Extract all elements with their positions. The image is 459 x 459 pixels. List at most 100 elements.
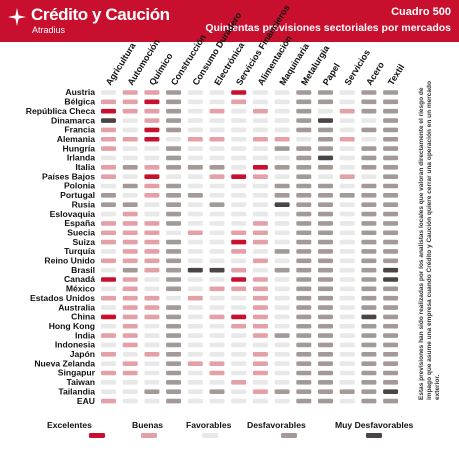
heatmap-cell bbox=[383, 155, 399, 161]
heatmap-cell bbox=[361, 165, 377, 170]
heatmap-cell bbox=[144, 136, 160, 142]
legend-swatch bbox=[89, 433, 105, 438]
heatmap-cell bbox=[296, 267, 312, 273]
heatmap-cell bbox=[122, 267, 138, 273]
heatmap-cell bbox=[187, 174, 203, 179]
heatmap-cell bbox=[122, 305, 138, 310]
heatmap-cell bbox=[339, 211, 355, 217]
heatmap-cell bbox=[318, 118, 333, 123]
heatmap-cell bbox=[187, 389, 203, 394]
heatmap-cell bbox=[274, 127, 290, 133]
row-label: Bélgica bbox=[64, 97, 95, 107]
row-label: Nueva Zelanda bbox=[34, 358, 95, 368]
heatmap-cell bbox=[339, 127, 355, 133]
heatmap-cell bbox=[187, 277, 203, 282]
heatmap-cell bbox=[361, 352, 377, 357]
heatmap-cell bbox=[383, 314, 399, 320]
heatmap-cell bbox=[122, 230, 138, 236]
heatmap-cell bbox=[383, 99, 399, 105]
heatmap-cell bbox=[209, 230, 225, 236]
heatmap-cell bbox=[252, 249, 268, 254]
heatmap-cell bbox=[231, 155, 247, 161]
heatmap-cell bbox=[252, 202, 268, 207]
row-label: Polonia bbox=[64, 181, 95, 191]
heatmap-cell bbox=[252, 146, 268, 151]
heatmap-cell bbox=[209, 323, 225, 329]
heatmap-cell bbox=[274, 277, 290, 282]
heatmap-cell bbox=[318, 183, 333, 189]
heatmap-cell bbox=[187, 398, 203, 404]
heatmap-cell bbox=[252, 239, 268, 245]
heatmap-cell bbox=[296, 118, 312, 123]
heatmap-cell bbox=[318, 286, 333, 292]
heatmap-cell bbox=[383, 90, 399, 95]
heatmap-cell bbox=[296, 333, 312, 338]
heatmap-cell bbox=[296, 380, 312, 385]
heatmap-cell bbox=[318, 267, 333, 273]
heatmap-cell bbox=[231, 99, 247, 105]
heatmap-cell bbox=[187, 202, 203, 207]
heatmap-cell bbox=[383, 249, 399, 254]
heatmap-cell bbox=[187, 230, 203, 236]
heatmap-cell bbox=[209, 380, 225, 385]
heatmap-cell bbox=[252, 127, 268, 133]
heatmap-cell bbox=[187, 323, 203, 329]
heatmap-cell bbox=[274, 221, 290, 226]
heatmap-cell bbox=[101, 174, 116, 179]
heatmap-cell bbox=[383, 230, 399, 236]
heatmap-cell bbox=[296, 398, 312, 404]
heatmap-cell bbox=[252, 258, 268, 264]
heatmap-cell bbox=[318, 249, 333, 254]
heatmap-cell bbox=[318, 155, 333, 161]
heatmap-cell bbox=[122, 389, 138, 394]
heatmap-cell bbox=[231, 380, 247, 385]
heatmap-cell bbox=[187, 361, 203, 366]
heatmap-cell bbox=[231, 314, 247, 320]
legend-swatch bbox=[141, 433, 157, 438]
heatmap-cell bbox=[339, 165, 355, 170]
heatmap-cell bbox=[209, 389, 225, 394]
heatmap-cell bbox=[339, 230, 355, 236]
heatmap-cell bbox=[144, 155, 160, 161]
heatmap-cell bbox=[274, 118, 290, 123]
heatmap-cell bbox=[296, 165, 312, 170]
heatmap-cell bbox=[252, 90, 268, 95]
heatmap-cell bbox=[166, 389, 182, 394]
heatmap-cell bbox=[339, 305, 355, 310]
heatmap-cell bbox=[144, 108, 160, 114]
heatmap-cell bbox=[383, 221, 399, 226]
heatmap-cell bbox=[318, 305, 333, 310]
heatmap-cell bbox=[383, 305, 399, 310]
heatmap-cell bbox=[296, 352, 312, 357]
heatmap-cell bbox=[296, 136, 312, 142]
heatmap-cell bbox=[274, 99, 290, 105]
heatmap-cell bbox=[252, 361, 268, 366]
heatmap-cell bbox=[209, 305, 225, 310]
heatmap-cell bbox=[361, 211, 377, 217]
heatmap-cell bbox=[166, 136, 182, 142]
heatmap-cell bbox=[101, 183, 116, 189]
heatmap-cell bbox=[252, 333, 268, 338]
heatmap-cell bbox=[318, 127, 333, 133]
heatmap-cell bbox=[209, 314, 225, 320]
heatmap-cell bbox=[383, 136, 399, 142]
heatmap-cell bbox=[296, 249, 312, 254]
heatmap-cell bbox=[231, 267, 247, 273]
heatmap-cell bbox=[296, 108, 312, 114]
heatmap-cell bbox=[101, 221, 116, 226]
heatmap-cell bbox=[318, 165, 333, 170]
heatmap-cell bbox=[122, 239, 138, 245]
legend-label: Buenas bbox=[132, 420, 163, 430]
heatmap-cell bbox=[318, 108, 333, 114]
heatmap-cell bbox=[318, 221, 333, 226]
heatmap-cell bbox=[209, 239, 225, 245]
row-label: Alemania bbox=[57, 134, 95, 144]
legend-swatch bbox=[281, 433, 297, 438]
heatmap-cell bbox=[209, 277, 225, 282]
heatmap-cell bbox=[122, 286, 138, 292]
heatmap-cell bbox=[383, 398, 399, 404]
heatmap-cell bbox=[209, 136, 225, 142]
legend-label: Desfavorables bbox=[247, 420, 306, 430]
heatmap-cell bbox=[122, 295, 138, 301]
